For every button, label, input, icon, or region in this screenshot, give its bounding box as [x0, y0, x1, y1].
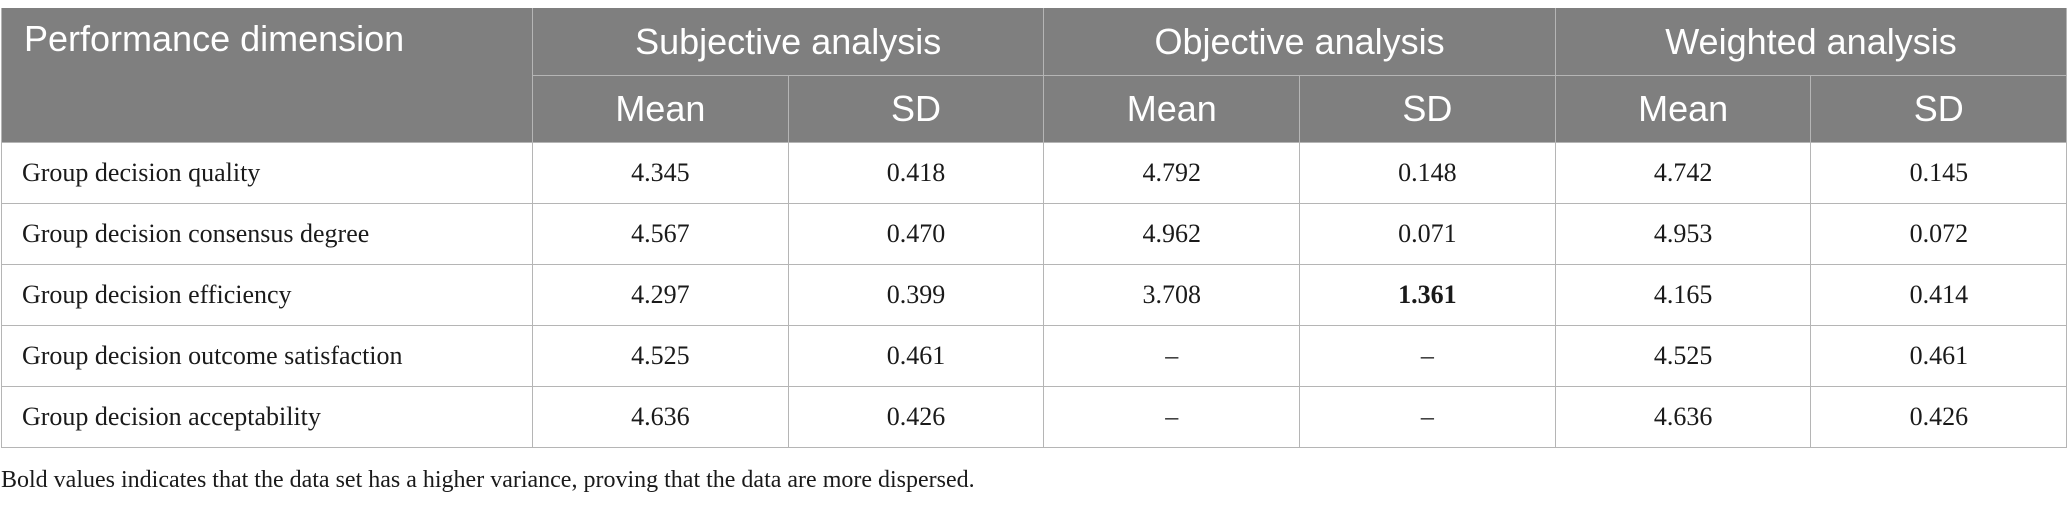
header-row-groups: Performance dimension Subjective analysi…: [1, 8, 2067, 143]
table-cell: 4.525: [1554, 325, 1812, 387]
table-cell: 4.297: [532, 264, 789, 326]
row-label: Group decision outcome satisfaction: [1, 325, 533, 387]
header-mean: Mean: [1043, 75, 1301, 143]
table-cell: 0.414: [1810, 264, 2067, 326]
header-sd: SD: [1299, 75, 1556, 143]
table-row: Group decision outcome satisfaction 4.52…: [1, 325, 2067, 387]
table-cell: 0.148: [1299, 142, 1556, 204]
table-cell: 3.708: [1043, 264, 1301, 326]
table-cell: 4.165: [1554, 264, 1812, 326]
header-mean: Mean: [532, 75, 789, 143]
table-cell: 4.953: [1554, 203, 1812, 265]
table-cell: 0.426: [1810, 386, 2067, 448]
table-row: Group decision quality 4.345 0.418 4.792…: [1, 142, 2067, 204]
header-sd: SD: [1810, 75, 2067, 143]
table-cell: 4.345: [532, 142, 789, 204]
header-mean: Mean: [1554, 75, 1812, 143]
table-cell: –: [1043, 325, 1301, 387]
table-row: Group decision consensus degree 4.567 0.…: [1, 203, 2067, 265]
table-cell: 0.072: [1810, 203, 2067, 265]
table-cell: 0.145: [1810, 142, 2067, 204]
table-cell: 4.742: [1554, 142, 1812, 204]
row-label: Group decision quality: [1, 142, 533, 204]
header-group-weighted: Weighted analysis: [1554, 8, 2067, 76]
header-sd: SD: [787, 75, 1045, 143]
table-cell: 4.636: [532, 386, 789, 448]
results-table: Performance dimension Subjective analysi…: [1, 8, 2067, 448]
table-cell: 4.525: [532, 325, 789, 387]
table-cell: –: [1043, 386, 1301, 448]
row-label: Group decision acceptability: [1, 386, 533, 448]
table-cell: 0.470: [787, 203, 1045, 265]
row-label: Group decision consensus degree: [1, 203, 533, 265]
header-group-subjective: Subjective analysis: [531, 8, 1045, 76]
row-label: Group decision efficiency: [1, 264, 533, 326]
table-cell: 4.962: [1043, 203, 1301, 265]
table-cell: 0.461: [1810, 325, 2067, 387]
table-cell: –: [1299, 386, 1556, 448]
table-cell: 0.426: [787, 386, 1045, 448]
table-cell-bold: 1.361: [1299, 264, 1556, 326]
table-row: Group decision efficiency 4.297 0.399 3.…: [1, 264, 2067, 326]
table-footnote: Bold values indicates that the data set …: [1, 467, 975, 493]
results-table-wrapper: Performance dimension Subjective analysi…: [0, 8, 2067, 448]
table-cell: 0.399: [787, 264, 1045, 326]
table-cell: 4.792: [1043, 142, 1301, 204]
table-row: Group decision acceptability 4.636 0.426…: [1, 386, 2067, 448]
header-group-objective: Objective analysis: [1043, 8, 1556, 76]
table-cell: 4.567: [532, 203, 789, 265]
table-cell: 0.461: [787, 325, 1045, 387]
table-cell: 0.071: [1299, 203, 1556, 265]
table-cell: –: [1299, 325, 1556, 387]
header-row-stats: Mean SD Mean SD Mean SD: [2, 75, 2067, 143]
table-cell: 0.418: [787, 142, 1045, 204]
header-performance-dimension: Performance dimension: [1, 8, 533, 143]
table-cell: 4.636: [1554, 386, 1812, 448]
